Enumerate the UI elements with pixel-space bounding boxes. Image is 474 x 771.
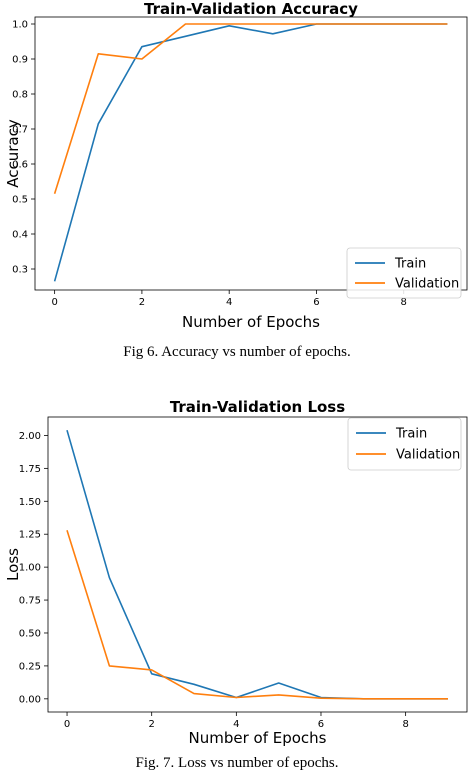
y-tick-label: 0.3 bbox=[12, 265, 28, 276]
x-axis-label: Number of Epochs bbox=[182, 313, 320, 331]
figure-caption: Fig 6. Accuracy vs number of epochs. bbox=[123, 344, 350, 360]
series-line-train bbox=[66, 429, 448, 700]
y-tick-label: 0.7 bbox=[12, 125, 28, 136]
x-tick-label: 0 bbox=[51, 297, 57, 308]
y-tick-label: 1.50 bbox=[19, 497, 41, 508]
y-tick-label: 0.25 bbox=[19, 661, 41, 672]
x-tick-label: 4 bbox=[233, 719, 239, 730]
chart-2: Train-Validation Loss 0 2 4 6 8 0.00 0.25 0.50 0.… bbox=[4, 398, 468, 771]
series-line-train bbox=[53, 23, 448, 282]
x-axis-label: Number of Epochs bbox=[189, 729, 327, 747]
x-tick-label: 2 bbox=[149, 719, 155, 730]
x-tick-label: 0 bbox=[64, 719, 70, 730]
y-tick-label: 0.50 bbox=[19, 628, 41, 639]
legend-box bbox=[347, 417, 462, 471]
legend-label-train: Train bbox=[395, 427, 427, 442]
plot-frame bbox=[34, 16, 468, 291]
series-line-validation bbox=[53, 23, 448, 195]
y-tick-label: 1.0 bbox=[12, 20, 28, 31]
legend-label-validation: Validation bbox=[396, 448, 460, 463]
chart-title: Train-Validation Accuracy bbox=[144, 0, 358, 18]
plot-frame bbox=[47, 416, 468, 713]
y-tick-label: 0.00 bbox=[19, 694, 41, 705]
series-line-validation bbox=[66, 530, 448, 700]
legend-label-train: Train bbox=[394, 257, 426, 272]
y-tick-label: 2.00 bbox=[19, 431, 41, 442]
y-tick-label: 1.25 bbox=[19, 530, 41, 541]
y-tick-label: 1.75 bbox=[19, 464, 41, 475]
y-axis-label: Accuracy bbox=[4, 119, 22, 188]
chart-title: Train-Validation Loss bbox=[170, 398, 345, 416]
y-tick-label: 0.9 bbox=[12, 55, 28, 66]
chart-1: Train-Validation Accuracy 0 2 4 6 8 0.3 0.4 0.5 0… bbox=[4, 0, 468, 360]
y-tick-label: 0.75 bbox=[19, 596, 41, 607]
x-tick-label: 8 bbox=[402, 719, 408, 730]
y-tick-label: 0.4 bbox=[12, 230, 28, 241]
y-tick-label: 0.6 bbox=[12, 160, 28, 171]
x-tick-label: 6 bbox=[318, 719, 324, 730]
x-tick-label: 2 bbox=[139, 297, 145, 308]
legend-label-validation: Validation bbox=[395, 277, 459, 292]
x-tick-label: 4 bbox=[226, 297, 232, 308]
figure-caption: Fig. 7. Loss vs number of epochs. bbox=[136, 755, 339, 771]
y-tick-label: 1.00 bbox=[19, 563, 41, 574]
legend-box bbox=[346, 247, 462, 299]
y-tick-label: 0.5 bbox=[12, 195, 28, 206]
y-tick-label: 0.8 bbox=[12, 90, 28, 101]
x-tick-label: 6 bbox=[313, 297, 319, 308]
y-axis-label: Loss bbox=[4, 548, 22, 581]
x-tick-label: 8 bbox=[401, 297, 407, 308]
